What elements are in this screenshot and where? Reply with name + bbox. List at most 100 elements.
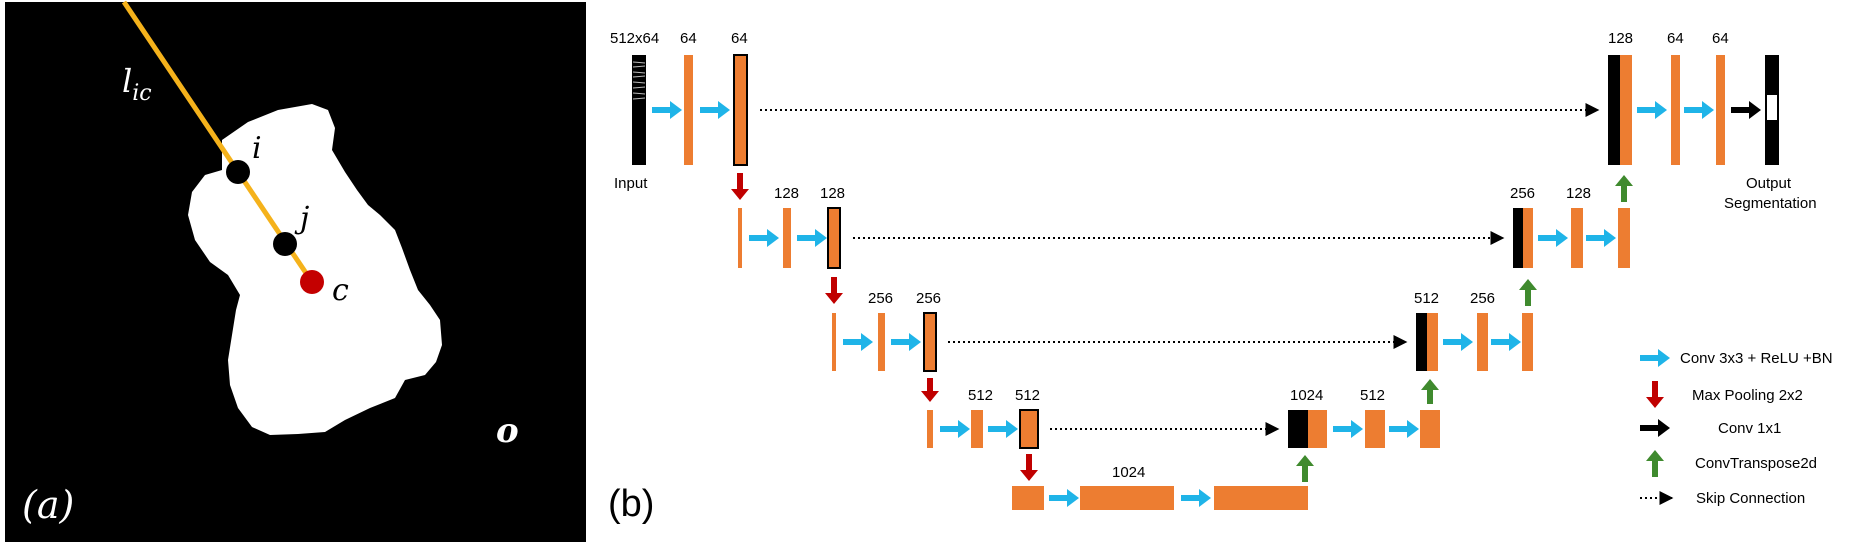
upconv-arrows [1296, 175, 1633, 482]
label-l4-b: 512 [1015, 387, 1040, 404]
feature-map-l3-b [923, 312, 937, 372]
label-u1-b: 64 [1712, 30, 1729, 47]
conv-arrows [652, 101, 1714, 507]
conv-arrow [940, 420, 970, 438]
point-i [226, 160, 250, 184]
conv-arrow [1181, 489, 1211, 507]
label-u4-conv: 512 [1360, 387, 1385, 404]
black-arrow-icon [1640, 419, 1670, 437]
legend: Conv 3x3 + ReLU +BN Max Pooling 2x2 Conv… [1640, 349, 1833, 507]
feature-map-u4-a [1365, 410, 1385, 448]
conv-arrow [1491, 333, 1521, 351]
pool-arrow [1020, 454, 1038, 481]
line-label: lic [122, 62, 152, 106]
feature-map-l4-a [971, 410, 983, 448]
concat-u1-skip [1608, 55, 1620, 165]
region-label: o [496, 411, 519, 451]
upconv-arrow [1296, 455, 1314, 482]
blob-shape [188, 104, 442, 435]
legend-label-conv3x3: Conv 3x3 + ReLU +BN [1680, 350, 1833, 367]
label-u3-concat: 512 [1414, 290, 1439, 307]
feature-map-l3-a [878, 313, 885, 371]
conv-arrow [700, 101, 730, 119]
panel-a: lic i j c o (a) [5, 0, 586, 542]
legend-label-skip: Skip Connection [1696, 490, 1805, 507]
upconv-arrow [1421, 379, 1439, 404]
conv-arrow [1443, 333, 1473, 351]
legend-label-convtranspose: ConvTranspose2d [1695, 455, 1817, 472]
concat-u3-skip [1416, 313, 1427, 371]
label-u4-concat: 1024 [1290, 387, 1323, 404]
concat-u4-up [1308, 410, 1327, 448]
label-u2-conv: 128 [1566, 185, 1591, 202]
legend-label-maxpool: Max Pooling 2x2 [1692, 387, 1803, 404]
feature-map-u2-b [1618, 208, 1630, 268]
conv-arrow [1333, 420, 1363, 438]
label-l2-b: 128 [820, 185, 845, 202]
conv-arrow [1389, 420, 1419, 438]
input-image [632, 55, 646, 165]
conv-arrow [652, 101, 682, 119]
panel-b: (b) 512x64 Input 64 64 128 128 256 256 [608, 30, 1833, 525]
conv-arrow [1049, 489, 1079, 507]
feature-map-l3-0 [832, 313, 836, 371]
label-l3-b: 256 [916, 290, 941, 307]
conv-arrow [1586, 229, 1616, 247]
label-l1-a: 64 [680, 30, 697, 47]
conv-arrow [1637, 101, 1667, 119]
input-label: Input [614, 175, 648, 192]
bottleneck-b [1214, 486, 1308, 510]
conv-arrow [891, 333, 921, 351]
output-label-line1: Output [1746, 175, 1792, 192]
point-j [273, 232, 297, 256]
label-u1-concat: 128 [1608, 30, 1633, 47]
label-bottleneck: 1024 [1112, 464, 1145, 481]
feature-map-l4-b [1019, 409, 1039, 449]
label-u2-concat: 256 [1510, 185, 1535, 202]
label-u1-a: 64 [1667, 30, 1684, 47]
feature-map-u2-a [1571, 208, 1583, 268]
red-down-arrow-icon [1646, 381, 1664, 408]
feature-map-l2-b [827, 207, 841, 269]
panel-b-label: (b) [608, 483, 654, 525]
pool-arrow [921, 378, 939, 402]
conv-arrow [1684, 101, 1714, 119]
bottleneck-0 [1012, 486, 1044, 510]
concat-u3-up [1427, 313, 1438, 371]
conv-arrow [1538, 229, 1568, 247]
pool-arrow [731, 173, 749, 200]
green-up-arrow-icon [1646, 450, 1664, 477]
feature-map-u3-b [1522, 313, 1533, 371]
output-segmentation-mask [1767, 95, 1777, 120]
feature-map-l1-b [733, 54, 748, 166]
feature-map-l4-0 [927, 410, 933, 448]
input-image-texture [632, 61, 646, 100]
output-label-line2: Segmentation [1724, 195, 1817, 212]
label-l3-a: 256 [868, 290, 893, 307]
concat-u1-up [1620, 55, 1632, 165]
conv-arrow [749, 229, 779, 247]
label-l1-b: 64 [731, 30, 748, 47]
input-size-label: 512x64 [610, 30, 659, 47]
feature-map-u1-a [1671, 55, 1680, 165]
blue-arrow-icon [1640, 349, 1670, 367]
panel-a-label: (a) [22, 483, 74, 527]
skip-connections [760, 103, 1600, 436]
feature-map-l2-0 [738, 208, 742, 268]
point-c-label: c [332, 273, 349, 308]
point-c [300, 270, 324, 294]
concat-u4-skip [1288, 410, 1308, 448]
feature-map-l1-a [684, 55, 693, 165]
point-i-label: i [252, 131, 262, 166]
conv-arrow [988, 420, 1018, 438]
pool-arrow [825, 277, 843, 304]
upconv-arrow [1615, 175, 1633, 202]
bottleneck-a [1080, 486, 1174, 510]
feature-map-u1-b [1716, 55, 1725, 165]
upconv-arrow [1519, 279, 1537, 306]
conv1x1-arrow [1731, 101, 1761, 119]
label-u3-conv: 256 [1470, 290, 1495, 307]
feature-map-u4-b [1420, 410, 1440, 448]
concat-u2-skip [1513, 208, 1523, 268]
